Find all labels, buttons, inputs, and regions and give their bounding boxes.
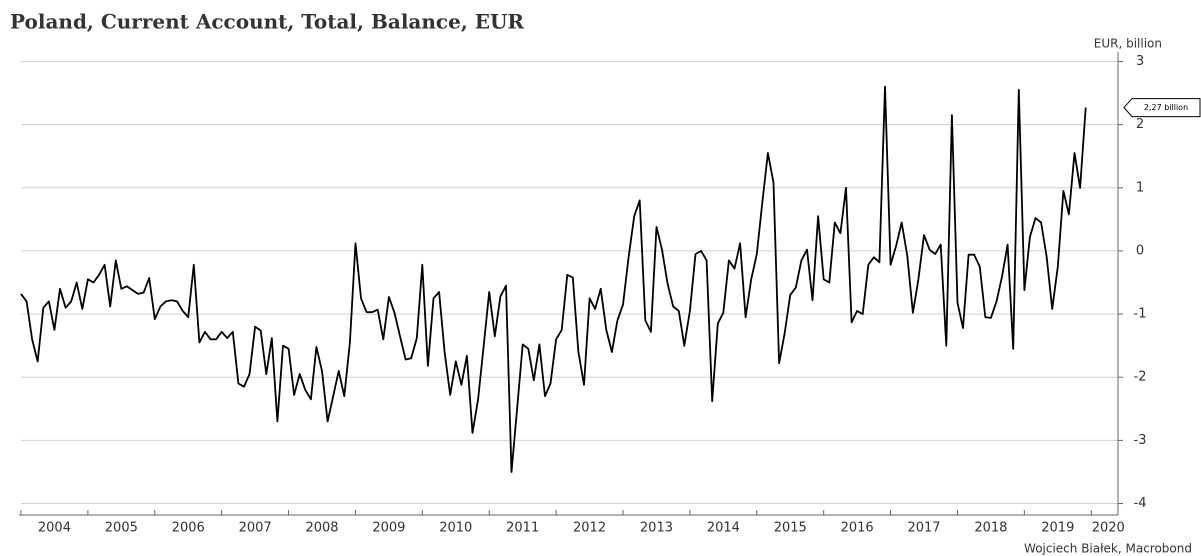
x-tick-label: 2004 xyxy=(38,521,71,536)
value-label: 2,27 billion xyxy=(1144,103,1188,112)
x-tick-label: 2012 xyxy=(573,521,606,536)
y-tick-label: -4 xyxy=(1134,496,1147,511)
y-tick-label: 0 xyxy=(1136,243,1144,258)
x-tick-label: 2020 xyxy=(1092,521,1125,536)
y-tick-label: -2 xyxy=(1134,370,1147,385)
x-tick-label: 2006 xyxy=(172,521,205,536)
y-tick-label: 2 xyxy=(1136,117,1144,132)
source: Wojciech Białek, Macrobond xyxy=(1024,542,1192,556)
x-tick-label: 2008 xyxy=(305,521,338,536)
x-tick-label: 2014 xyxy=(707,521,740,536)
x-tick-label: 2016 xyxy=(841,521,874,536)
x-tick-label: 2005 xyxy=(105,521,138,536)
x-tick-label: 2011 xyxy=(506,521,539,536)
chart-title: Poland, Current Account, Total, Balance,… xyxy=(10,10,524,34)
y-tick-label: -1 xyxy=(1134,307,1147,322)
x-tick-label: 2010 xyxy=(439,521,472,536)
y-tick-label: -3 xyxy=(1134,433,1147,448)
x-tick-label: 2017 xyxy=(907,521,940,536)
y-tick-label: 3 xyxy=(1136,54,1144,69)
x-tick-label: 2013 xyxy=(640,521,673,536)
value-label-box xyxy=(1123,98,1201,118)
y-tick-label: 1 xyxy=(1136,180,1144,195)
x-tick-label: 2018 xyxy=(974,521,1007,536)
line-series xyxy=(20,85,1087,473)
x-tick-label: 2009 xyxy=(372,521,405,536)
y-axis-label: EUR, billion xyxy=(1094,37,1162,51)
x-tick-label: 2007 xyxy=(239,521,272,536)
x-tick-label: 2015 xyxy=(774,521,807,536)
x-tick-label: 2019 xyxy=(1041,521,1074,536)
